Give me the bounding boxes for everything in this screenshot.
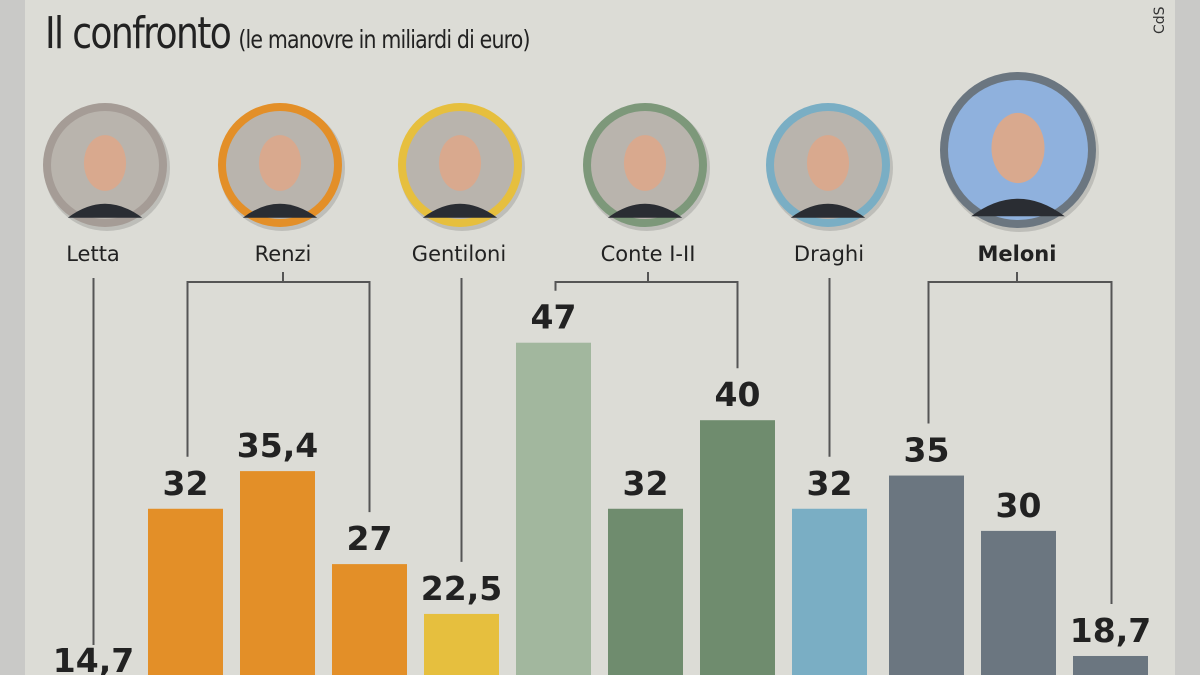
data-label: 32 (807, 464, 853, 503)
portrait-1 (218, 103, 345, 231)
data-label: 35 (904, 431, 950, 470)
face-icon (258, 135, 302, 191)
data-label: 27 (347, 519, 393, 558)
bar-gentiloni-0 (424, 613, 499, 675)
portrait-0 (43, 103, 170, 231)
face-icon (438, 135, 482, 191)
group-name: Renzi (255, 242, 312, 266)
portrait-2 (398, 103, 525, 231)
bracket-line (927, 272, 1113, 604)
data-label: 47 (531, 298, 577, 337)
bar-renzi-2 (332, 564, 407, 675)
portrait-4 (766, 103, 893, 231)
portrait-5 (940, 72, 1099, 232)
group-name: Gentiloni (412, 242, 506, 266)
bar-draghi-0 (792, 508, 867, 675)
data-label: 40 (715, 375, 761, 414)
data-label: 30 (996, 486, 1042, 525)
bracket-line (554, 272, 739, 369)
chart-subtitle: (le manovre in miliardi di euro) (238, 25, 530, 54)
data-label: 32 (623, 464, 669, 503)
bracket-line (186, 272, 371, 513)
face-icon (623, 135, 667, 191)
bar-renzi-0 (148, 508, 223, 675)
data-label: 35,4 (237, 426, 318, 465)
bar-meloni-1 (981, 530, 1056, 675)
bar-meloni-0 (889, 475, 964, 675)
group-name: Draghi (794, 242, 864, 266)
data-label: 14,7 (53, 641, 134, 675)
bar-meloni-2 (1073, 655, 1148, 675)
data-label: 18,7 (1070, 611, 1151, 650)
data-label: 32 (163, 464, 209, 503)
group-name: Conte I-II (601, 242, 696, 266)
group-name: Meloni (978, 242, 1057, 266)
face-icon (83, 135, 127, 191)
bar-conte-i-ii-1 (608, 508, 683, 675)
data-label: 22,5 (421, 569, 502, 608)
group-name: Letta (66, 242, 120, 266)
portrait-3 (583, 103, 710, 231)
bar-conte-i-ii-2 (700, 420, 775, 675)
face-icon (806, 135, 850, 191)
bar-renzi-1 (240, 471, 315, 675)
face-icon (991, 112, 1045, 184)
title-text: Il confronto (45, 8, 232, 59)
chart-title: Il confronto (le manovre in miliardi di e… (45, 8, 531, 59)
bar-conte-i-ii-0 (516, 342, 591, 675)
